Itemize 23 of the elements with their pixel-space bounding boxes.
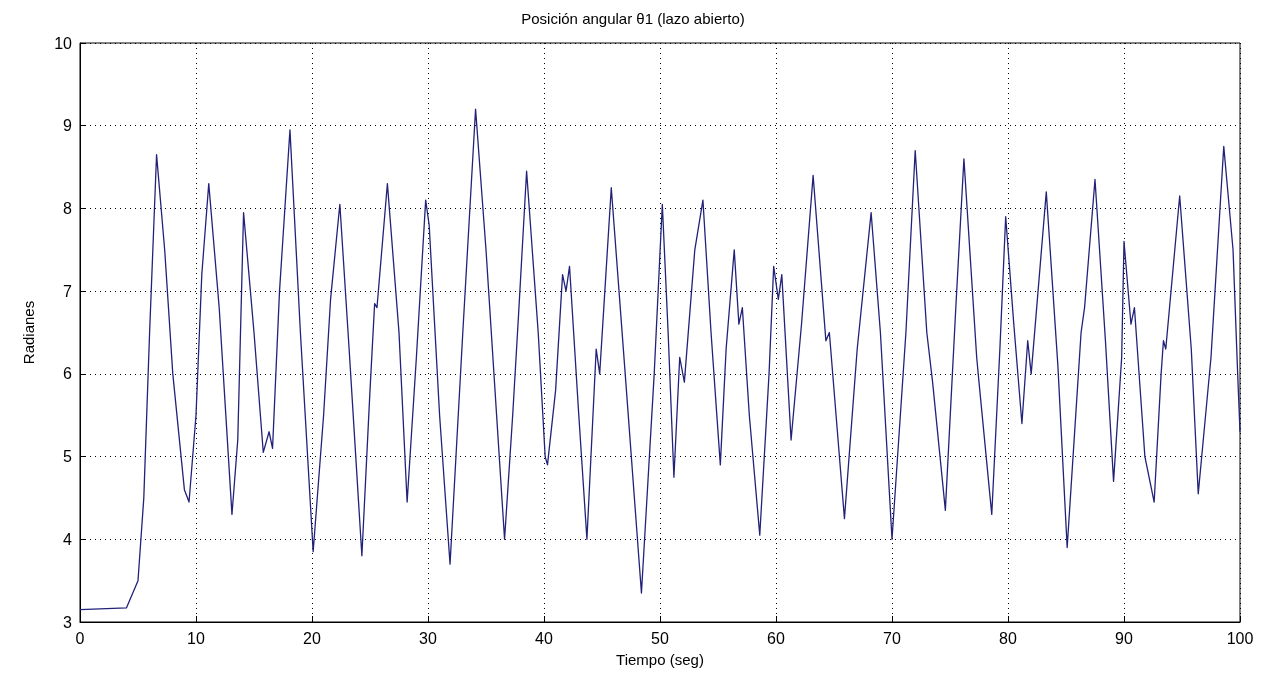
y-axis-title: Radianes — [20, 300, 37, 365]
line-series — [79, 108, 1241, 611]
y-tick-label: 4 — [63, 530, 73, 548]
y-tick-label: 9 — [63, 117, 73, 135]
y-tick-label: 8 — [63, 199, 73, 217]
x-tick-label: 0 — [75, 629, 85, 647]
x-tick-label: 10 — [187, 629, 205, 647]
y-tick-label: 3 — [63, 613, 73, 631]
y-tick-label: 5 — [63, 448, 73, 466]
x-tick-label: 80 — [999, 629, 1017, 647]
x-tick-label: 30 — [419, 629, 437, 647]
y-tick-label: 7 — [63, 282, 73, 300]
x-tick-label: 20 — [303, 629, 321, 647]
x-tick-label: 90 — [1115, 629, 1133, 647]
x-tick-label: 100 — [1226, 629, 1254, 647]
chart-title: Posición angular θ1 (lazo abierto) — [521, 10, 745, 27]
x-axis-title: Tiempo (seg) — [616, 651, 704, 668]
x-tick-label: 40 — [535, 629, 553, 647]
x-tick-label: 50 — [651, 629, 669, 647]
y-tick-label: 10 — [54, 34, 73, 52]
x-tick-label: 60 — [767, 629, 785, 647]
y-tick-label: 6 — [63, 365, 73, 383]
x-tick-label: 70 — [883, 629, 901, 647]
